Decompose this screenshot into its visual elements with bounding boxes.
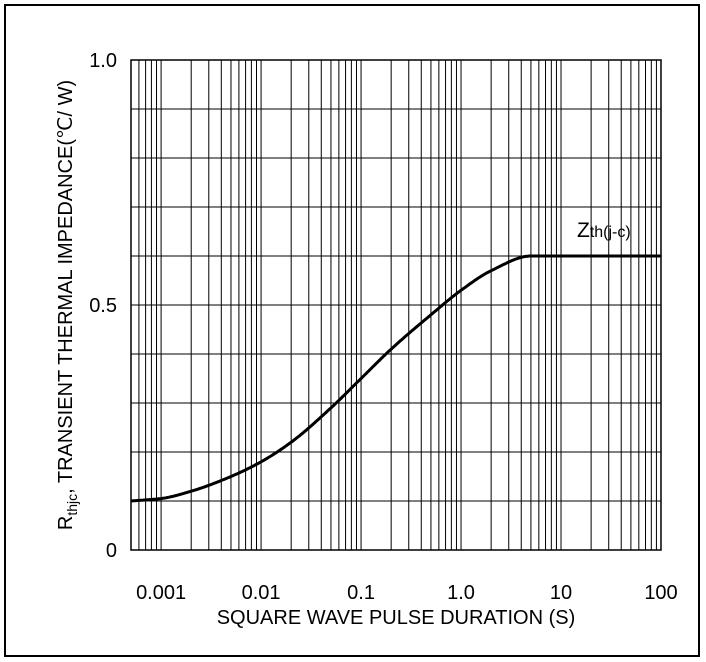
x-tick-label: 0.001: [136, 582, 186, 604]
x-tick-label: 0.1: [347, 582, 375, 604]
x-tick-label: 100: [644, 582, 677, 604]
y-axis-label-symbol: R: [55, 516, 77, 530]
plot-border: [130, 59, 662, 551]
series-label-sub: th(j-c): [590, 224, 631, 241]
y-axis-label-text: , TRANSIENT THERMAL IMPEDANCE(℃/ W): [55, 80, 77, 494]
x-tick-label: 10: [550, 582, 572, 604]
series-label-main: Z: [577, 219, 590, 242]
x-axis-label: SQUARE WAVE PULSE DURATION (S): [217, 607, 576, 629]
curves: [130, 254, 661, 503]
x-tick-label: 0.01: [242, 582, 281, 604]
y-tick-label: 0.5: [89, 295, 117, 317]
y-tick-label: 1.0: [89, 50, 117, 72]
grid: [130, 60, 661, 550]
y-tick-label: 0: [106, 540, 117, 562]
x-tick-label: 1.0: [447, 582, 475, 604]
zth-curve: [130, 254, 661, 503]
y-axis-label-subscript: thjc: [64, 494, 80, 516]
chart-frame: [4, 4, 700, 657]
y-axis-label: Rthjc, TRANSIENT THERMAL IMPEDANCE(℃/ W): [55, 80, 80, 530]
series-label: Zth(j-c): [577, 219, 631, 242]
tick-labels: 0.001 0.01 0.1 1.0 10 100 0 0.5 1.0: [89, 50, 678, 604]
